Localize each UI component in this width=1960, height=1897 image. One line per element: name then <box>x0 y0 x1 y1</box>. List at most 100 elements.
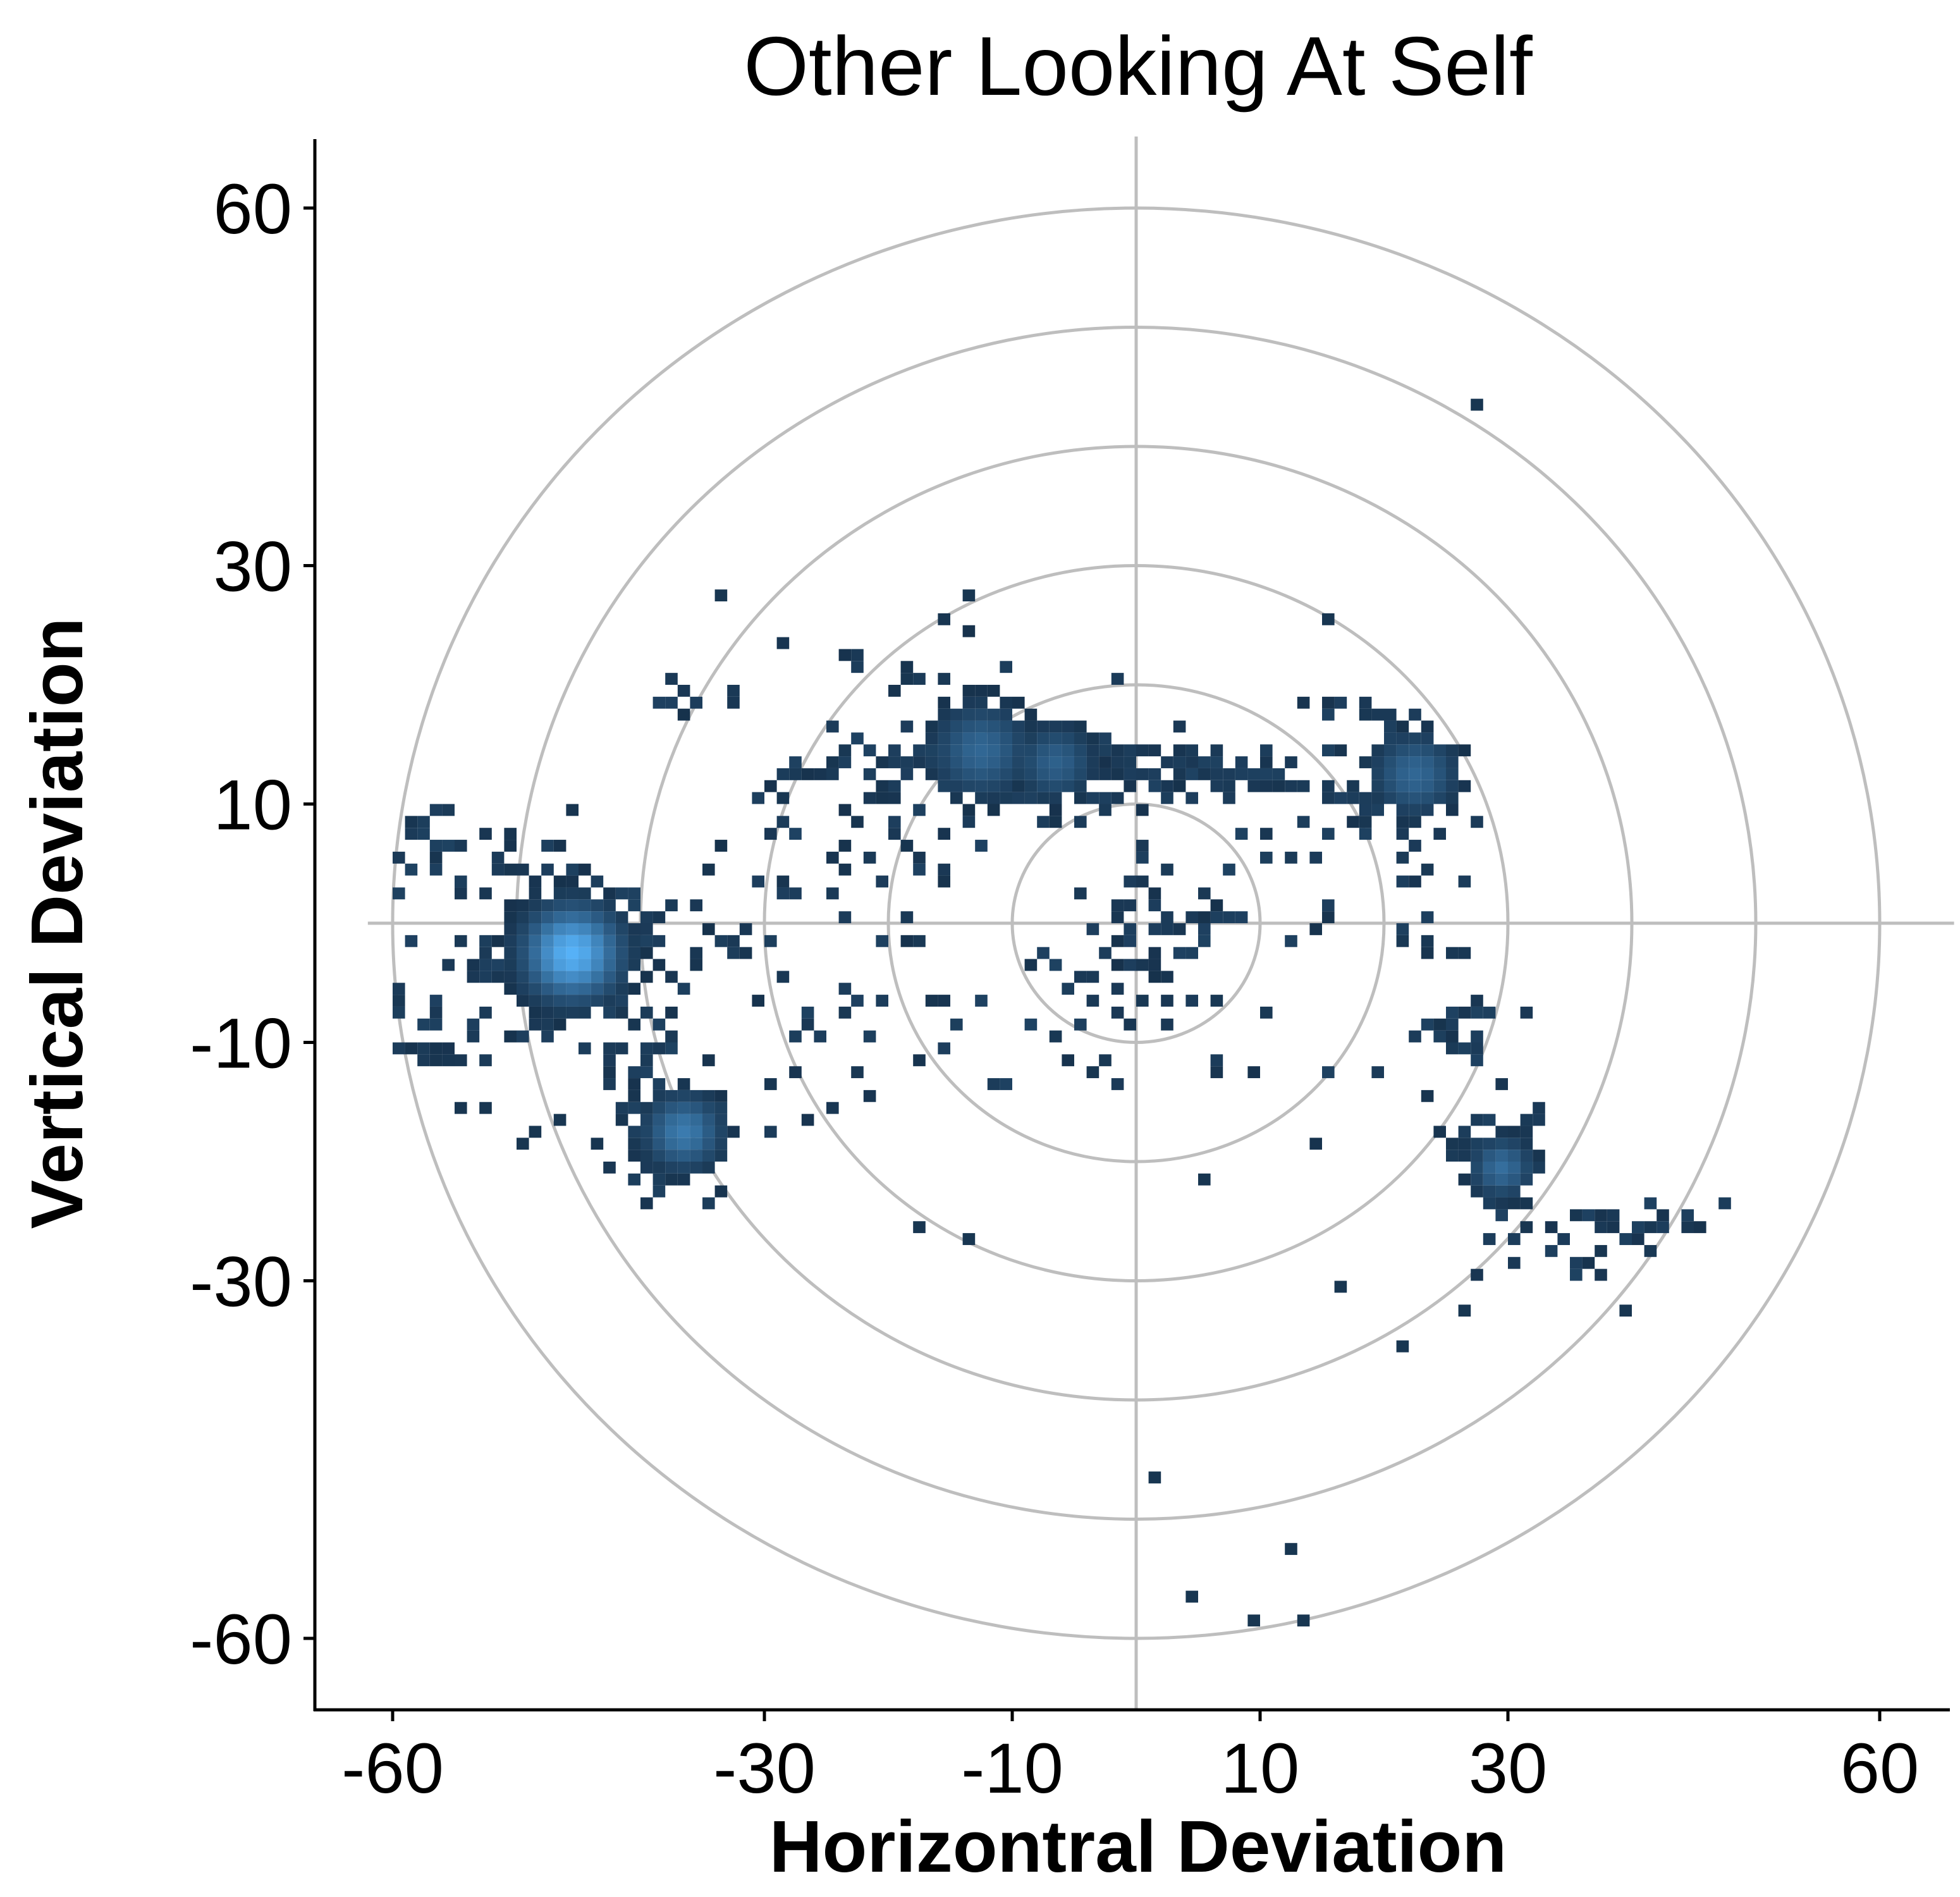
heatmap-tile <box>491 863 505 876</box>
heatmap-tile <box>851 816 864 828</box>
heatmap-tile <box>1495 1126 1508 1138</box>
heatmap-tile <box>987 685 1000 697</box>
heatmap-tile <box>1508 1185 1521 1198</box>
heatmap-tile <box>553 1018 567 1031</box>
heatmap-tile <box>987 780 1000 792</box>
heatmap-tile <box>1012 792 1025 804</box>
heatmap-tile <box>566 863 579 876</box>
heatmap-tile <box>962 744 976 757</box>
heatmap-tile <box>950 1018 963 1031</box>
heatmap-tile <box>1359 792 1372 804</box>
heatmap-tile <box>1582 1256 1595 1269</box>
heatmap-tile <box>1173 744 1186 757</box>
heatmap-tile <box>1198 923 1211 935</box>
heatmap-tile <box>1037 756 1050 768</box>
heatmap-tile <box>455 935 467 947</box>
heatmap-tile <box>1198 887 1211 900</box>
heatmap-tile <box>455 1102 467 1114</box>
heatmap-tile <box>1508 1162 1521 1174</box>
heatmap-tile <box>1396 744 1409 757</box>
heatmap-tile <box>851 732 864 745</box>
heatmap-tile <box>776 792 790 804</box>
heatmap-tile <box>962 1233 976 1245</box>
heatmap-tile <box>714 1090 728 1102</box>
heatmap-tile <box>702 1090 715 1102</box>
heatmap-tile <box>1595 1221 1607 1234</box>
heatmap-tile <box>1483 1138 1496 1150</box>
heatmap-tile <box>1198 756 1211 768</box>
heatmap-tile <box>566 947 579 959</box>
heatmap-tile <box>975 995 988 1007</box>
heatmap-tile <box>1347 816 1359 828</box>
heatmap-tile <box>677 1173 690 1186</box>
heatmap-tile <box>1359 708 1372 721</box>
heatmap-tile <box>1049 959 1062 971</box>
heatmap-tile <box>1421 935 1434 947</box>
heatmap-tile <box>491 959 505 971</box>
heatmap-tile <box>863 744 876 757</box>
heatmap-tile <box>1421 720 1434 733</box>
heatmap-tile <box>1049 792 1062 804</box>
heatmap-tile <box>1433 1030 1446 1043</box>
heatmap-tile <box>826 768 839 780</box>
x-tick-label: 30 <box>1469 1729 1548 1808</box>
heatmap-tile <box>1037 816 1050 828</box>
heatmap-tile <box>1099 768 1112 780</box>
heatmap-tile <box>1012 696 1025 709</box>
heatmap-tile <box>1136 959 1149 971</box>
heatmap-tile <box>591 983 604 995</box>
heatmap-tile <box>504 863 517 876</box>
heatmap-tile <box>479 828 492 840</box>
heatmap-tile <box>417 1018 430 1031</box>
heatmap-tile <box>1000 720 1012 733</box>
heatmap-tile <box>652 1150 666 1162</box>
heatmap-tile <box>529 887 542 900</box>
heatmap-tile <box>764 780 777 792</box>
heatmap-tile <box>714 589 728 602</box>
heatmap-tile <box>1012 768 1025 780</box>
heatmap-tile <box>1396 1340 1409 1353</box>
heatmap-tile <box>1099 804 1112 816</box>
heatmap-tile <box>826 756 839 768</box>
heatmap-tile <box>789 828 802 840</box>
heatmap-tile <box>455 1054 467 1067</box>
heatmap-tile <box>591 1138 604 1150</box>
heatmap-tile <box>1409 708 1421 721</box>
heatmap-tile <box>1421 863 1434 876</box>
heatmap-tile <box>529 995 542 1007</box>
heatmap-tile <box>1111 756 1124 768</box>
heatmap-tile <box>1396 828 1409 840</box>
heatmap-tile <box>764 828 777 840</box>
heatmap-tile <box>1000 756 1012 768</box>
heatmap-tile <box>1111 935 1124 947</box>
heatmap-tile <box>603 911 616 923</box>
heatmap-tile <box>987 1078 1000 1090</box>
heatmap-tile <box>1173 756 1186 768</box>
heatmap-tile <box>615 935 628 947</box>
heatmap-tile <box>1421 804 1434 816</box>
heatmap-tile <box>603 995 616 1007</box>
heatmap-tile <box>888 792 901 804</box>
heatmap-tile <box>1508 1197 1521 1210</box>
heatmap-tile <box>1607 1209 1620 1222</box>
heatmap-tile <box>1247 780 1260 792</box>
heatmap-tile <box>541 863 554 876</box>
heatmap-tile <box>1495 1197 1508 1210</box>
heatmap-tile <box>1446 780 1459 792</box>
heatmap-tile <box>1111 1078 1124 1090</box>
heatmap-tile <box>938 875 950 888</box>
heatmap-tile <box>851 1066 864 1079</box>
heatmap-tile <box>615 923 628 935</box>
x-tick-label: -30 <box>713 1729 816 1808</box>
heatmap-tile <box>764 935 777 947</box>
heatmap-tile <box>1173 720 1186 733</box>
heatmap-tile <box>1409 875 1421 888</box>
heatmap-tile <box>702 923 715 935</box>
heatmap-tile <box>1297 780 1310 792</box>
heatmap-tile <box>541 935 554 947</box>
heatmap-tile <box>1000 792 1012 804</box>
heatmap-tile <box>1409 816 1421 828</box>
heatmap-tile <box>938 732 950 745</box>
heatmap-tile <box>925 756 938 768</box>
heatmap-tile <box>888 756 901 768</box>
